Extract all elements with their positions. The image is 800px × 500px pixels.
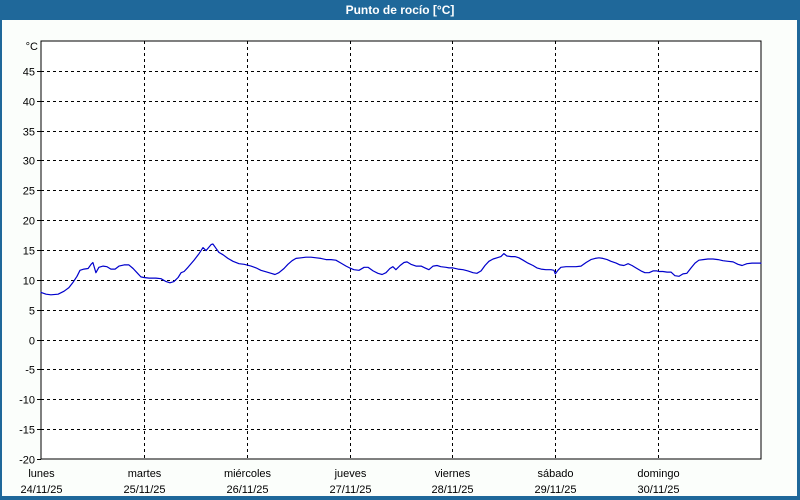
x-axis-date-label: 26/11/25 xyxy=(226,484,268,496)
y-axis-tick-label: 10 xyxy=(23,276,35,288)
x-axis-date-label: 29/11/25 xyxy=(534,484,576,496)
y-axis-tick-label: 30 xyxy=(23,156,35,168)
x-axis-date-label: 24/11/25 xyxy=(20,484,62,496)
dewpoint-series-line xyxy=(40,243,762,296)
page-title: Punto de rocío [°C] xyxy=(345,3,455,17)
x-axis-day-label: jueves xyxy=(334,468,367,480)
chart-panel: °C 45 40 35 30 25 20 15 10 5 0 -5 -10 -15 -20 lunes 24/1… xyxy=(2,20,797,496)
y-axis-tick-label: 35 xyxy=(23,127,35,139)
x-axis-day-label: lunes xyxy=(28,468,55,480)
y-axis-tick-label: 40 xyxy=(23,97,35,109)
y-axis-unit-label: °C xyxy=(26,41,38,53)
window-title-bar: Punto de rocío [°C] xyxy=(0,0,800,20)
y-axis-tick-label: -15 xyxy=(19,425,35,437)
x-axis-day-label: viernes xyxy=(435,468,471,480)
y-axis-tick-label: 20 xyxy=(23,216,35,228)
x-axis-day-label: domingo xyxy=(637,468,679,480)
x-axis-date-label: 25/11/25 xyxy=(123,484,165,496)
y-axis-tick-label: 45 xyxy=(23,67,35,79)
y-axis-tick-label: 0 xyxy=(29,336,35,348)
x-axis-day-label: martes xyxy=(128,468,162,480)
x-axis-day-label: miércoles xyxy=(224,468,272,480)
y-axis-tick-label: 5 xyxy=(29,306,35,318)
y-axis-tick-label: 15 xyxy=(23,246,35,258)
x-axis-date-label: 27/11/25 xyxy=(329,484,371,496)
y-axis-tick-label: -5 xyxy=(25,365,35,377)
x-axis-day-label: sábado xyxy=(537,468,573,480)
y-axis-tick-label: 25 xyxy=(23,186,35,198)
x-axis-date-label: 30/11/25 xyxy=(637,484,679,496)
y-axis-tick-label: -20 xyxy=(19,455,35,467)
x-axis-date-label: 28/11/25 xyxy=(431,484,473,496)
y-axis-tick-label: -10 xyxy=(19,395,35,407)
